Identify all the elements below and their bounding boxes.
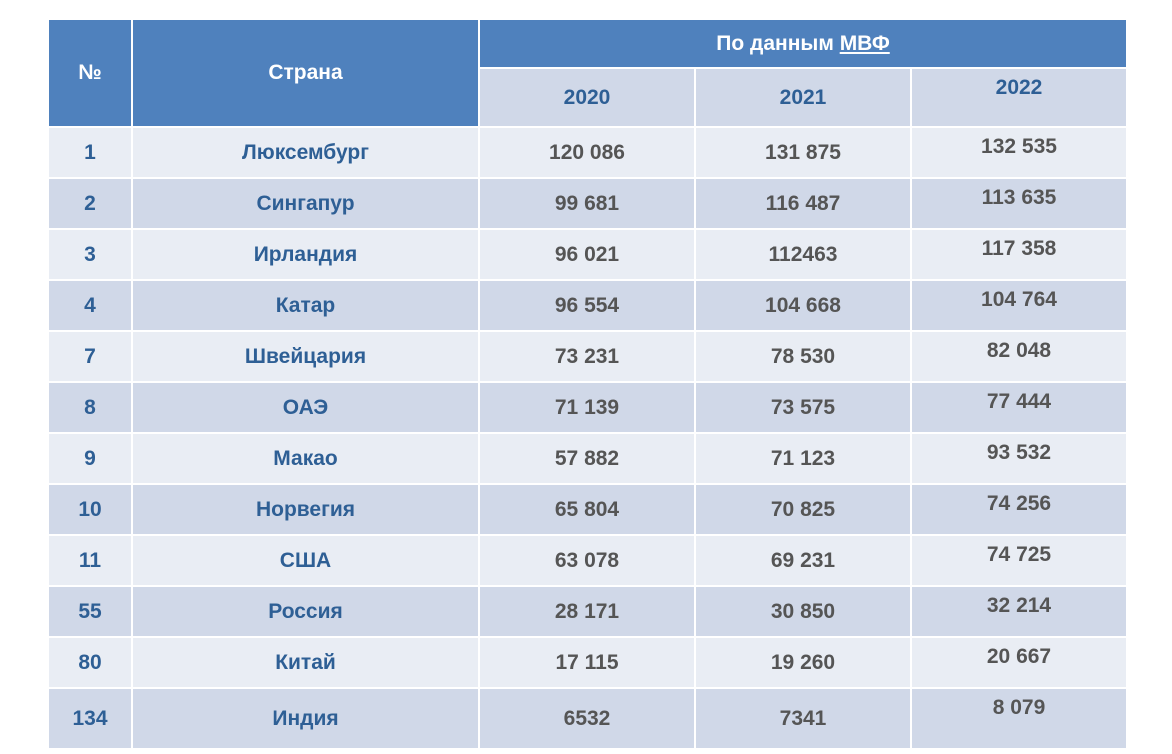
- value-2020-cell: 6532: [478, 687, 696, 750]
- table-row: 55 Россия 28 171 30 850 32 214: [47, 585, 1128, 638]
- header-number: №: [47, 18, 133, 128]
- header-group-prefix: По данным: [716, 31, 840, 55]
- value-2022-cell: 93 532: [910, 432, 1128, 485]
- imf-link[interactable]: МВФ: [839, 31, 890, 55]
- rank-cell: 2: [47, 177, 133, 230]
- value-2022-cell: 117 358: [910, 228, 1128, 281]
- country-cell: ОАЭ: [131, 381, 480, 434]
- header-year-2021: 2021: [694, 67, 912, 128]
- country-cell: Индия: [131, 687, 480, 750]
- value-2022-cell: 132 535: [910, 126, 1128, 179]
- value-2020-cell: 57 882: [478, 432, 696, 485]
- rank-cell: 1: [47, 126, 133, 179]
- value-2022-cell: 82 048: [910, 330, 1128, 383]
- rank-cell: 3: [47, 228, 133, 281]
- value-2020-cell: 63 078: [478, 534, 696, 587]
- rank-cell: 55: [47, 585, 133, 638]
- country-cell: Макао: [131, 432, 480, 485]
- country-cell: Норвегия: [131, 483, 480, 536]
- table-row: 11 США 63 078 69 231 74 725: [47, 534, 1128, 587]
- value-2020-cell: 99 681: [478, 177, 696, 230]
- table-row: 7 Швейцария 73 231 78 530 82 048: [47, 330, 1128, 383]
- value-2021-cell: 112463: [694, 228, 912, 281]
- table-row: 3 Ирландия 96 021 112463 117 358: [47, 228, 1128, 281]
- rank-cell: 9: [47, 432, 133, 485]
- table-row: 9 Макао 57 882 71 123 93 532: [47, 432, 1128, 485]
- country-cell: Катар: [131, 279, 480, 332]
- value-2020-cell: 71 139: [478, 381, 696, 434]
- value-2021-cell: 116 487: [694, 177, 912, 230]
- value-2022-cell: 8 079: [910, 687, 1128, 750]
- value-2022-cell: 20 667: [910, 636, 1128, 689]
- value-2022-cell: 113 635: [910, 177, 1128, 230]
- table-row: 2 Сингапур 99 681 116 487 113 635: [47, 177, 1128, 230]
- country-cell: Сингапур: [131, 177, 480, 230]
- value-2020-cell: 120 086: [478, 126, 696, 179]
- country-cell: Китай: [131, 636, 480, 689]
- rank-cell: 7: [47, 330, 133, 383]
- rank-cell: 4: [47, 279, 133, 332]
- header-year-2022: 2022: [910, 67, 1128, 128]
- country-cell: США: [131, 534, 480, 587]
- rank-cell: 80: [47, 636, 133, 689]
- header-imf-group: По данным МВФ: [478, 18, 1128, 69]
- value-2020-cell: 96 554: [478, 279, 696, 332]
- header-country: Страна: [131, 18, 480, 128]
- value-2021-cell: 131 875: [694, 126, 912, 179]
- country-cell: Ирландия: [131, 228, 480, 281]
- table-row: 1 Люксембург 120 086 131 875 132 535: [47, 126, 1128, 179]
- value-2021-cell: 78 530: [694, 330, 912, 383]
- value-2020-cell: 65 804: [478, 483, 696, 536]
- value-2021-cell: 70 825: [694, 483, 912, 536]
- rank-cell: 134: [47, 687, 133, 750]
- country-cell: Люксембург: [131, 126, 480, 179]
- table-row: 8 ОАЭ 71 139 73 575 77 444: [47, 381, 1128, 434]
- value-2020-cell: 17 115: [478, 636, 696, 689]
- value-2022-cell: 32 214: [910, 585, 1128, 638]
- value-2022-cell: 74 725: [910, 534, 1128, 587]
- value-2020-cell: 96 021: [478, 228, 696, 281]
- table-row: 134 Индия 6532 7341 8 079: [47, 687, 1128, 750]
- rank-cell: 10: [47, 483, 133, 536]
- rank-cell: 11: [47, 534, 133, 587]
- country-cell: Швейцария: [131, 330, 480, 383]
- value-2021-cell: 30 850: [694, 585, 912, 638]
- value-2022-cell: 77 444: [910, 381, 1128, 434]
- table-row: 80 Китай 17 115 19 260 20 667: [47, 636, 1128, 689]
- value-2021-cell: 69 231: [694, 534, 912, 587]
- value-2022-cell: 74 256: [910, 483, 1128, 536]
- header-year-2020: 2020: [478, 67, 696, 128]
- rank-cell: 8: [47, 381, 133, 434]
- value-2021-cell: 7341: [694, 687, 912, 750]
- table-row: 4 Катар 96 554 104 668 104 764: [47, 279, 1128, 332]
- table-row: 10 Норвегия 65 804 70 825 74 256: [47, 483, 1128, 536]
- country-cell: Россия: [131, 585, 480, 638]
- value-2021-cell: 71 123: [694, 432, 912, 485]
- value-2021-cell: 73 575: [694, 381, 912, 434]
- value-2021-cell: 104 668: [694, 279, 912, 332]
- value-2022-cell: 104 764: [910, 279, 1128, 332]
- value-2020-cell: 28 171: [478, 585, 696, 638]
- value-2021-cell: 19 260: [694, 636, 912, 689]
- value-2020-cell: 73 231: [478, 330, 696, 383]
